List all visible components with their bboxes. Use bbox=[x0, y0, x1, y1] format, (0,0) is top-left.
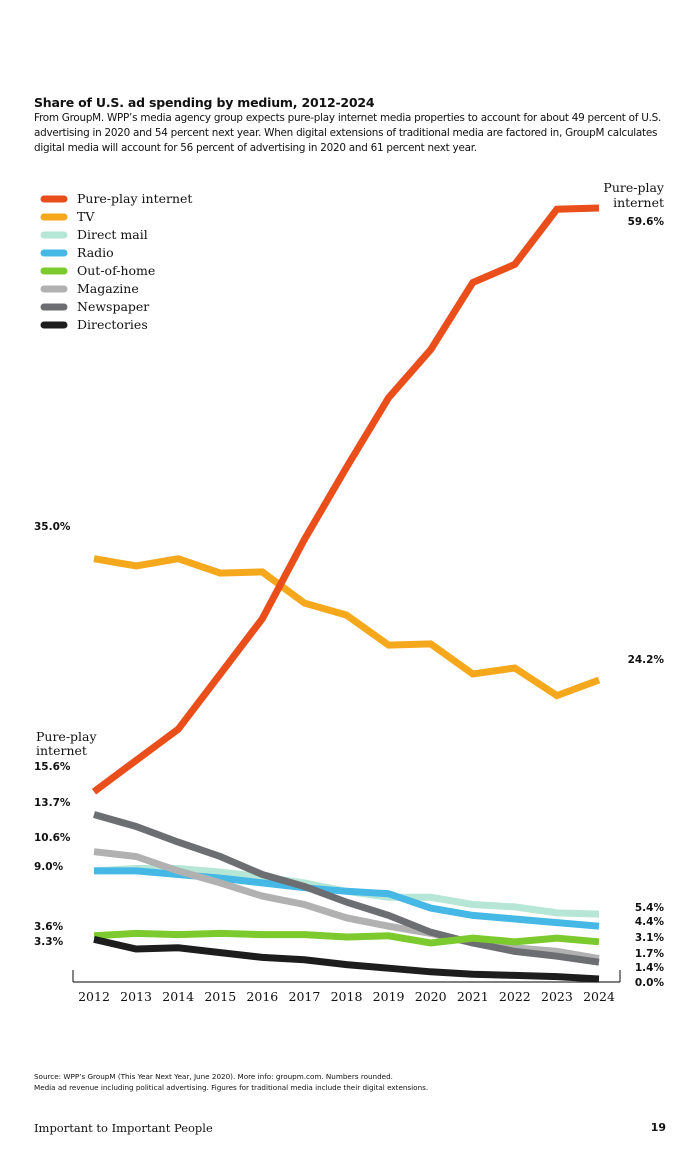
end-label-directories: 0.0% bbox=[635, 977, 665, 989]
series-line-pure-play-internet bbox=[91, 204, 600, 795]
end-series-name: Pure-play bbox=[603, 180, 665, 195]
legend-label-radio: Radio bbox=[77, 245, 114, 260]
legend-label-directories: Directories bbox=[77, 317, 148, 332]
end-label-pure-play-internet: 59.6% bbox=[628, 216, 665, 228]
series-line-out-of-home bbox=[93, 929, 600, 947]
legend-label-out-of-home: Out-of-home bbox=[77, 263, 155, 278]
legend-label-newspaper: Newspaper bbox=[77, 299, 149, 314]
legend-label-direct-mail: Direct mail bbox=[77, 227, 148, 242]
source-note: Source: WPP’s GroupM (This Year Next Yea… bbox=[34, 1071, 674, 1093]
x-tick-label-2012: 2012 bbox=[78, 989, 110, 1004]
x-tick-label-2016: 2016 bbox=[246, 989, 278, 1004]
chart-subtitle: From GroupM. WPP’s media agency group ex… bbox=[34, 112, 662, 154]
legend-label-tv: TV bbox=[77, 209, 95, 224]
x-tick-label-2014: 2014 bbox=[162, 989, 194, 1004]
series-line-newspaper bbox=[93, 811, 600, 966]
page-number: 19 bbox=[650, 1121, 666, 1134]
series-line-magazine bbox=[93, 848, 600, 963]
start-label-direct-mail: 9.0% bbox=[34, 861, 64, 873]
end-label-tv: 24.2% bbox=[628, 654, 665, 666]
end-label-out-of-home: 3.1% bbox=[635, 932, 665, 944]
x-tick-label-2023: 2023 bbox=[541, 989, 573, 1004]
x-tick-label-2015: 2015 bbox=[204, 989, 236, 1004]
end-series-name: internet bbox=[613, 195, 664, 210]
start-label-out-of-home: 3.6% bbox=[34, 921, 64, 933]
end-label-direct-mail: 5.4% bbox=[635, 902, 665, 914]
footer-tagline: Important to Important People bbox=[34, 1121, 213, 1135]
source-note-line: Media ad revenue including political adv… bbox=[34, 1083, 429, 1092]
start-label-pure-play-internet: 15.6% bbox=[34, 761, 71, 773]
x-tick-label-2013: 2013 bbox=[120, 989, 152, 1004]
series-line-directories bbox=[93, 935, 600, 983]
chart-title: Share of U.S. ad spending by medium, 201… bbox=[34, 95, 375, 110]
x-tick-label-2017: 2017 bbox=[289, 989, 321, 1004]
x-tick-label-2022: 2022 bbox=[499, 989, 531, 1004]
x-tick-label-2020: 2020 bbox=[415, 989, 447, 1004]
end-label-newspaper: 1.4% bbox=[635, 962, 665, 974]
start-label-directories: 3.3% bbox=[34, 936, 64, 948]
start-label-magazine: 10.6% bbox=[34, 832, 71, 844]
legend-label-magazine: Magazine bbox=[77, 281, 139, 296]
start-label-tv: 35.0% bbox=[34, 521, 71, 533]
series-line-tv bbox=[93, 555, 601, 700]
end-label-magazine: 1.7% bbox=[635, 948, 665, 960]
start-series-name: internet bbox=[36, 743, 87, 758]
x-tick-label-2018: 2018 bbox=[331, 989, 363, 1004]
legend-label-pure-play-internet: Pure-play internet bbox=[77, 191, 192, 206]
source-line: Source: WPP’s GroupM (This Year Next Yea… bbox=[34, 1072, 393, 1081]
line-chart: 2012 2013 2014 2015 2016 2017 2018 2019 2020 2021… bbox=[34, 180, 665, 1004]
start-series-name: Pure-play bbox=[36, 729, 98, 744]
x-tick-label-2019: 2019 bbox=[373, 989, 405, 1004]
x-tick-label-2021: 2021 bbox=[457, 989, 489, 1004]
start-label-newspaper: 13.7% bbox=[34, 797, 71, 809]
end-label-radio: 4.4% bbox=[635, 916, 665, 928]
x-tick-label-2024: 2024 bbox=[583, 989, 615, 1004]
